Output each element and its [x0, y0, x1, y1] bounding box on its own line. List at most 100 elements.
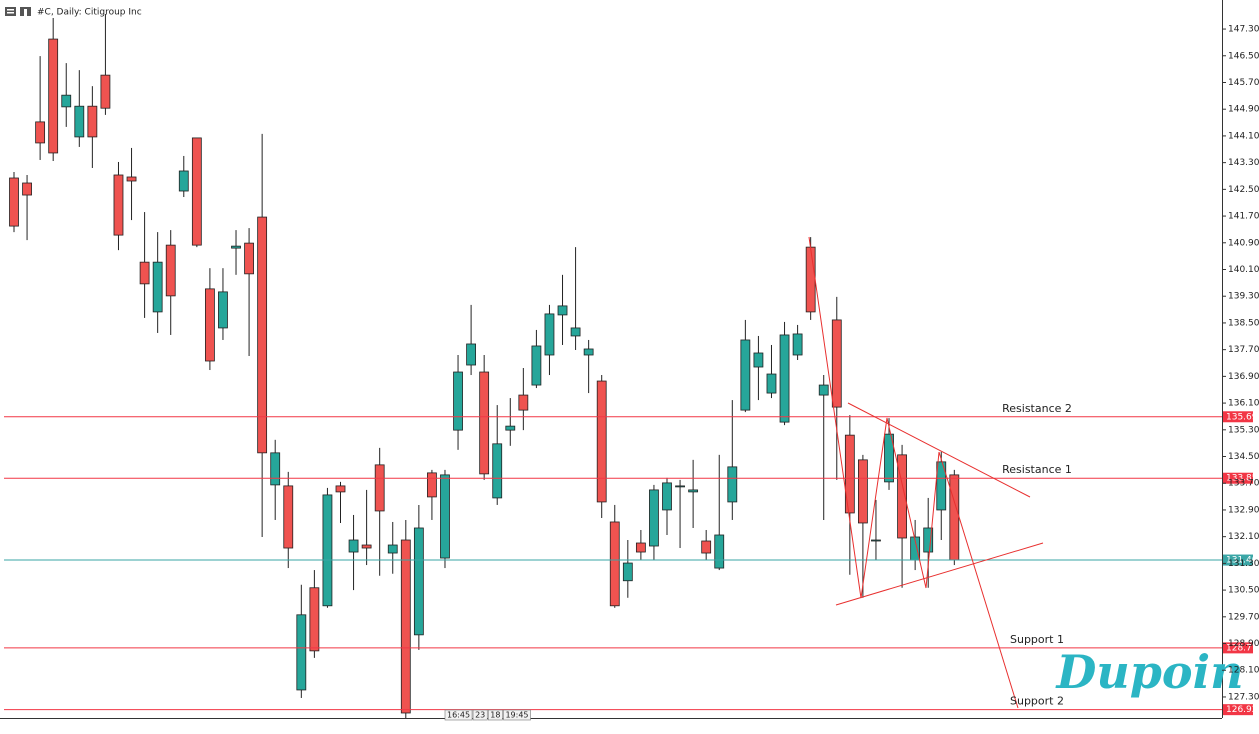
candle-body	[387, 544, 398, 554]
triangle-lower-line	[835, 542, 1044, 606]
time-label: 19:45	[505, 711, 528, 720]
candle-body	[531, 345, 542, 386]
y-tick-label: 132.10	[1228, 532, 1259, 542]
candle-body	[779, 334, 790, 423]
level-price-box	[1223, 554, 1253, 566]
candle-body	[897, 454, 907, 539]
y-tick-label: 140.10	[1228, 265, 1259, 275]
candle-body	[557, 305, 568, 316]
candle-body	[688, 489, 699, 493]
y-tick-label: 134.50	[1228, 452, 1259, 462]
candle-body	[675, 485, 685, 488]
candle-body	[348, 539, 359, 553]
candle-body	[818, 384, 829, 396]
candle-body	[309, 587, 320, 652]
candle-body	[361, 544, 372, 549]
candle-body	[61, 94, 72, 108]
y-tick-label: 141.70	[1228, 212, 1259, 222]
candle-body	[884, 433, 894, 483]
candle-body	[231, 245, 241, 249]
candle-body	[714, 534, 725, 569]
y-tick-label: 137.70	[1228, 345, 1259, 355]
level-name: Resistance 2	[1002, 402, 1072, 415]
candle-body	[126, 176, 137, 182]
candle-body	[453, 371, 463, 431]
y-tick-label: 138.50	[1228, 318, 1259, 328]
y-tick-label: 145.70	[1228, 78, 1259, 88]
candle-body	[936, 461, 947, 511]
chart-title: #C, Daily: Citigroup Inc	[37, 8, 142, 18]
candle-body	[218, 291, 228, 329]
candle-body	[100, 74, 111, 109]
level-name: Support 1	[1010, 633, 1064, 646]
candle-body	[505, 425, 516, 431]
time-label-box	[503, 709, 531, 721]
candle-body	[949, 474, 960, 561]
candle-body	[649, 489, 659, 547]
chart-icon-bar	[24, 9, 27, 16]
watermark: Dupoin	[1054, 645, 1243, 699]
y-tick-label: 128.90	[1228, 639, 1259, 649]
y-tick-label: 147.30	[1228, 25, 1259, 35]
triangle-upper-line	[847, 402, 1031, 498]
level-price-box	[1223, 642, 1253, 654]
candle-body	[492, 443, 503, 499]
level-price-label: 135.69	[1226, 412, 1258, 422]
y-tick-label: 139.30	[1228, 292, 1259, 302]
candle-body	[191, 137, 202, 246]
analysis-drawings	[808, 236, 1044, 709]
time-label-box	[487, 709, 503, 721]
y-tick-label: 143.30	[1228, 158, 1259, 168]
y-tick-label: 127.30	[1228, 692, 1259, 702]
candle-body	[152, 261, 163, 313]
y-tick-label: 135.30	[1228, 425, 1259, 435]
candle-body	[35, 121, 46, 144]
level-price-box	[1223, 411, 1253, 423]
candle-body	[609, 521, 620, 607]
time-label-box	[444, 709, 473, 721]
zigzag-line	[808, 236, 1019, 709]
time-label: 18	[490, 711, 500, 720]
candle-body	[87, 105, 98, 138]
menu-icon[interactable]	[5, 7, 16, 16]
level-price-label: 126.92	[1226, 705, 1258, 715]
level-price-label: 131.40	[1226, 556, 1258, 566]
candle-body	[479, 371, 490, 475]
y-tick-label: 140.90	[1228, 238, 1259, 248]
candle-body	[296, 614, 307, 691]
candle-body	[596, 380, 607, 503]
candle-body	[622, 562, 633, 582]
candle-body	[544, 313, 555, 356]
candle-body	[283, 485, 294, 549]
candle-body	[923, 527, 934, 553]
y-tick-label: 146.50	[1228, 51, 1259, 61]
y-tick-label: 128.10	[1228, 666, 1259, 676]
candle-body	[113, 174, 124, 236]
candle-body	[22, 182, 32, 196]
candle-body	[322, 494, 333, 607]
level-price-label: 128.77	[1226, 643, 1258, 653]
candle-body	[518, 394, 529, 411]
y-tick-label: 132.90	[1228, 505, 1259, 515]
candle-body	[635, 542, 646, 553]
time-label: 23	[475, 711, 485, 720]
candle-body	[858, 459, 868, 524]
y-tick-label: 130.50	[1228, 586, 1259, 596]
candle-body	[662, 482, 672, 511]
candle-body	[427, 472, 437, 498]
candle-body	[204, 288, 215, 362]
level-price-label: 133.85	[1226, 474, 1258, 484]
y-tick-label: 142.50	[1228, 185, 1259, 195]
y-tick-label: 133.70	[1228, 479, 1259, 489]
candle-body	[753, 352, 764, 368]
candle-body	[374, 464, 385, 512]
level-name: Support 2	[1010, 695, 1064, 708]
candle-body	[270, 452, 281, 486]
candle-body	[9, 177, 19, 227]
candle-body	[244, 242, 254, 275]
candle-body	[440, 474, 450, 559]
overlay: Resistance 2 135.69 Resistance 1 133.85 131.…	[444, 402, 1258, 721]
time-label-box	[472, 709, 488, 721]
